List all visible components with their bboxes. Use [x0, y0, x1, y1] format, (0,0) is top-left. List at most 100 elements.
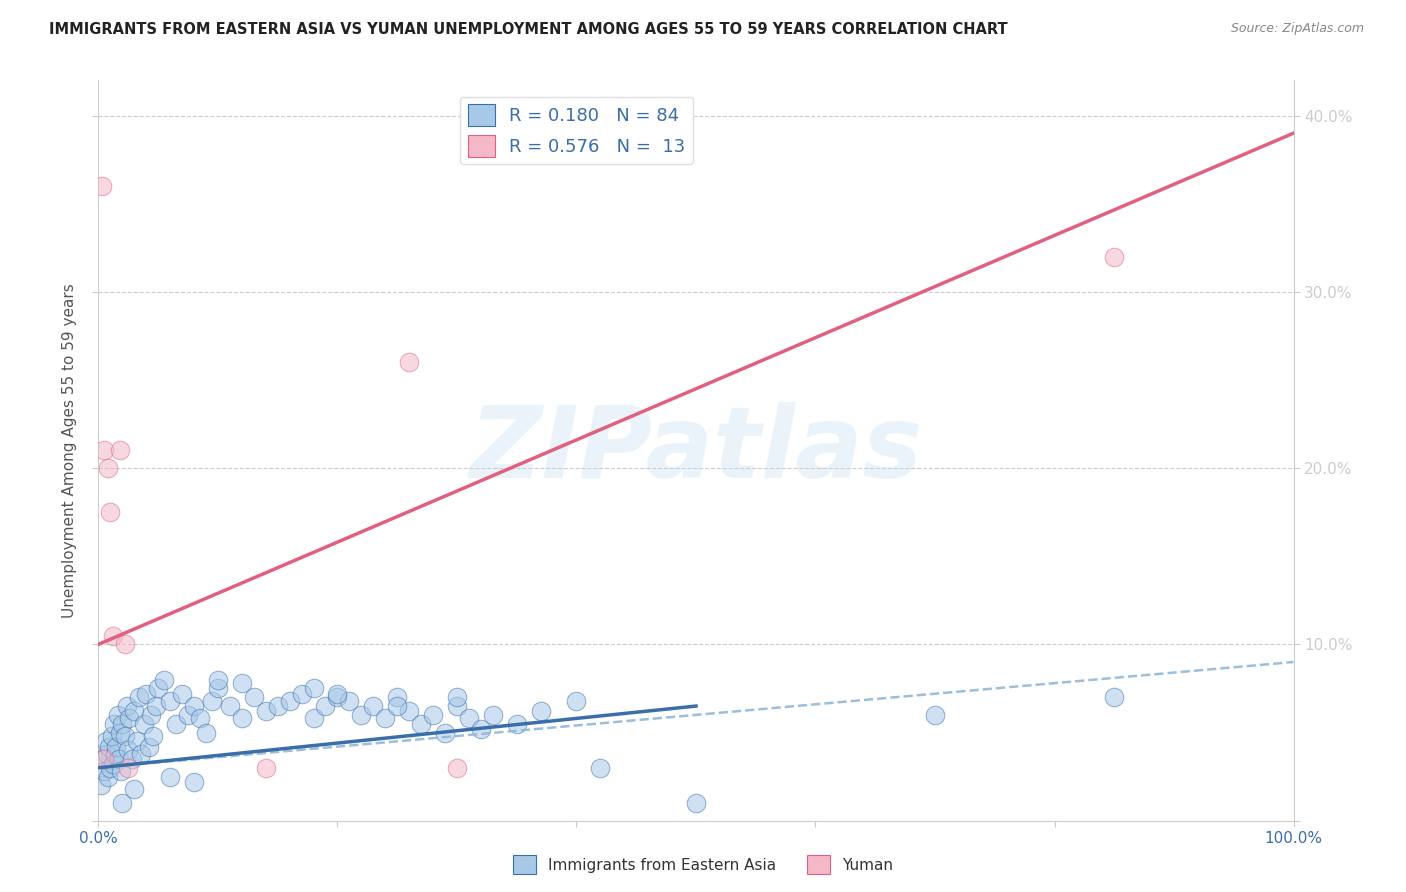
Point	[315, 699, 337, 714]
Point	[110, 764, 132, 779]
Point	[207, 681, 229, 696]
Point	[924, 707, 946, 722]
Point	[339, 694, 361, 708]
Point	[128, 690, 150, 705]
Point	[172, 687, 194, 701]
Point	[97, 770, 120, 784]
Point	[124, 704, 146, 718]
Point	[302, 711, 325, 725]
Point	[101, 757, 124, 772]
Point	[291, 687, 314, 701]
Point	[90, 778, 112, 792]
Point	[446, 761, 468, 775]
Point	[385, 699, 409, 714]
Point	[138, 739, 160, 754]
Point	[111, 796, 134, 810]
Point	[98, 761, 122, 775]
Point	[142, 729, 165, 743]
Point	[96, 747, 118, 761]
Point	[94, 734, 117, 748]
Point	[201, 694, 224, 708]
Point	[107, 707, 129, 722]
Point	[139, 707, 162, 722]
Point	[159, 770, 181, 784]
Point	[145, 699, 167, 714]
Point	[195, 725, 218, 739]
Point	[91, 179, 114, 194]
Point	[104, 747, 127, 761]
Point	[114, 637, 136, 651]
Y-axis label: Unemployment Among Ages 55 to 59 years: Unemployment Among Ages 55 to 59 years	[62, 283, 77, 618]
Point	[278, 694, 301, 708]
Point	[470, 722, 492, 736]
Point	[326, 687, 349, 701]
Point	[93, 752, 115, 766]
Point	[411, 716, 433, 731]
Point	[398, 355, 420, 369]
Point	[114, 729, 136, 743]
Point	[108, 725, 131, 739]
Point	[374, 711, 396, 725]
Point	[434, 725, 457, 739]
Point	[97, 461, 120, 475]
Point	[93, 443, 115, 458]
Point	[125, 734, 148, 748]
Point	[165, 716, 187, 731]
Point	[1104, 690, 1126, 705]
Point	[91, 752, 114, 766]
Point	[188, 711, 211, 725]
Point	[267, 699, 290, 714]
Point	[183, 699, 205, 714]
Point	[506, 716, 529, 731]
Point	[107, 752, 129, 766]
Point	[148, 681, 170, 696]
Point	[530, 704, 553, 718]
Point	[398, 704, 420, 718]
Text: Source: ZipAtlas.com: Source: ZipAtlas.com	[1230, 22, 1364, 36]
Point	[231, 711, 253, 725]
Point	[98, 505, 122, 519]
Point	[153, 673, 176, 687]
Point	[132, 716, 155, 731]
Point	[100, 729, 122, 743]
Legend: Immigrants from Eastern Asia, Yuman: Immigrants from Eastern Asia, Yuman	[508, 849, 898, 880]
Point	[589, 761, 612, 775]
Point	[363, 699, 385, 714]
Point	[103, 716, 125, 731]
Point	[207, 673, 229, 687]
Point	[183, 775, 205, 789]
Point	[115, 699, 138, 714]
Point	[350, 707, 373, 722]
Legend: R = 0.180   N = 84, R = 0.576   N =  13: R = 0.180 N = 84, R = 0.576 N = 13	[460, 96, 693, 164]
Point	[302, 681, 325, 696]
Point	[243, 690, 266, 705]
Point	[118, 711, 141, 725]
Point	[422, 707, 444, 722]
Point	[93, 764, 115, 779]
Point	[159, 694, 181, 708]
Point	[458, 711, 481, 725]
Point	[219, 699, 242, 714]
Point	[124, 781, 146, 796]
Point	[101, 628, 124, 642]
Point	[135, 687, 157, 701]
Point	[565, 694, 588, 708]
Point	[254, 704, 277, 718]
Point	[98, 739, 121, 754]
Point	[131, 747, 153, 761]
Text: ZIPatlas: ZIPatlas	[470, 402, 922, 499]
Point	[254, 761, 277, 775]
Point	[105, 739, 128, 754]
Point	[121, 752, 143, 766]
Point	[446, 699, 468, 714]
Point	[117, 761, 139, 775]
Text: IMMIGRANTS FROM EASTERN ASIA VS YUMAN UNEMPLOYMENT AMONG AGES 55 TO 59 YEARS COR: IMMIGRANTS FROM EASTERN ASIA VS YUMAN UN…	[49, 22, 1008, 37]
Point	[446, 690, 468, 705]
Point	[481, 707, 505, 722]
Point	[108, 443, 131, 458]
Point	[385, 690, 409, 705]
Point	[1104, 250, 1126, 264]
Point	[177, 707, 200, 722]
Point	[231, 676, 253, 690]
Point	[685, 796, 707, 810]
